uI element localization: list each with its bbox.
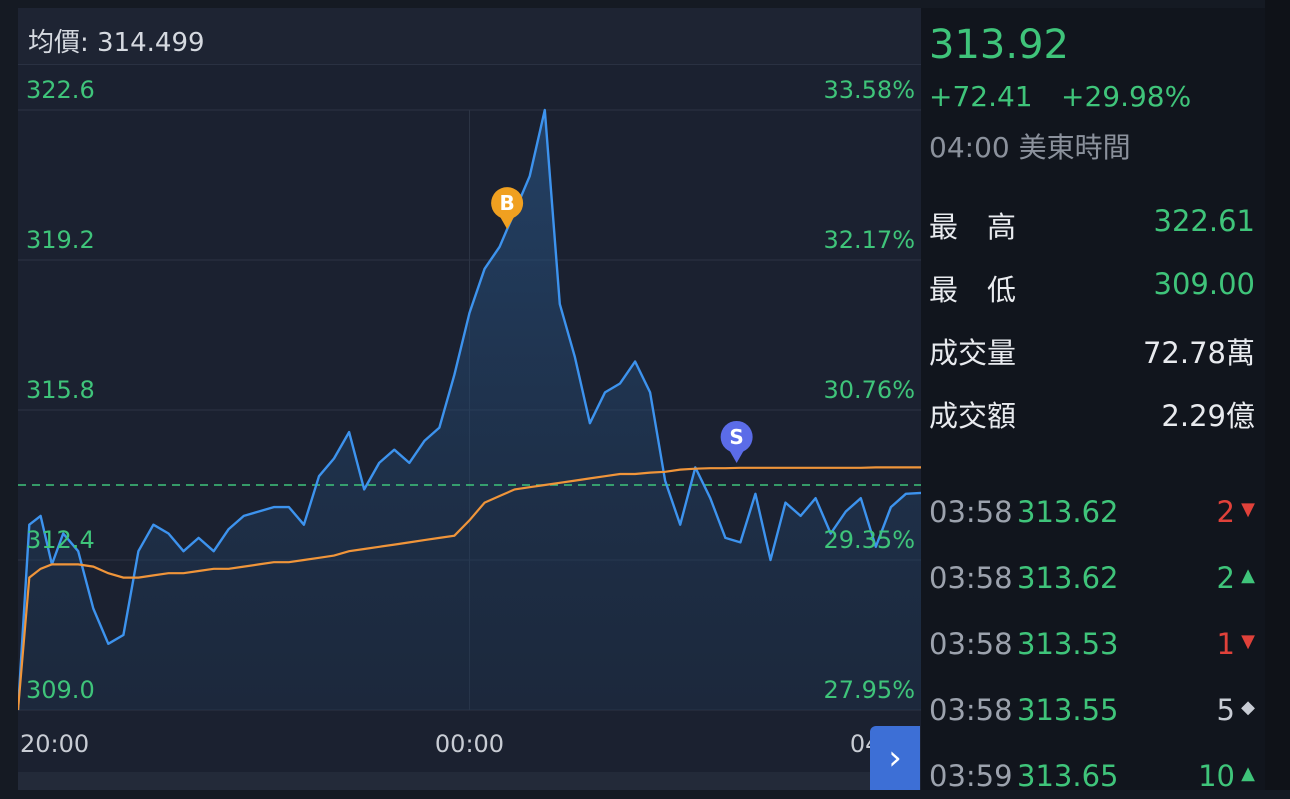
y-tick-label-right: 32.17% <box>823 226 915 254</box>
y-tick-label-right: 27.95% <box>823 676 915 704</box>
tick-time: 03:59 <box>929 759 1013 793</box>
trade-marker-s <box>720 420 753 453</box>
tick-price: 313.53 <box>1017 627 1119 661</box>
y-tick-label-right: 33.58% <box>823 76 915 104</box>
tick-direction-icon: ▼ <box>1241 499 1255 520</box>
stat-value: 322.61 <box>1153 204 1255 238</box>
tick-row: 03:58 313.62 2 ▲ <box>929 561 1255 601</box>
trade-marker-label: S <box>729 425 743 449</box>
tick-price: 313.65 <box>1017 759 1119 793</box>
tick-qty: 5 <box>1216 693 1235 727</box>
tick-row: 03:59 313.65 10 ▲ <box>929 759 1255 799</box>
quote-sidebar: 313.92 +72.41 +29.98% 04:00 美東時間 最 高 322… <box>921 8 1265 793</box>
chart-panel: 均價: 314.499 322.6 33.58% 319.2 32.17% 315.8 3… <box>18 8 921 790</box>
tick-price: 313.62 <box>1017 495 1119 529</box>
stat-label: 最 低 <box>929 273 1017 307</box>
avg-price-label: 均價: 314.499 <box>28 28 205 58</box>
stat-volume: 成交量 72.78萬 <box>929 330 1255 370</box>
tick-price: 313.62 <box>1017 561 1119 595</box>
stat-turnover: 成交額 2.29億 <box>929 393 1255 433</box>
time-zone-label: 04:00 美東時間 <box>929 131 1131 164</box>
stat-value: 309.00 <box>1153 267 1255 301</box>
tick-time: 03:58 <box>929 627 1013 661</box>
y-tick-label-left: 312.4 <box>26 526 95 554</box>
price-area-fill <box>18 110 921 710</box>
stat-low: 最 低 309.00 <box>929 267 1255 307</box>
tick-direction-icon: ◆ <box>1241 697 1255 718</box>
tick-direction-icon: ▲ <box>1241 565 1255 586</box>
tick-time: 03:58 <box>929 693 1013 727</box>
trade-marker-pin <box>499 215 516 230</box>
x-tick-label: 20:00 <box>20 730 89 758</box>
stat-label: 最 高 <box>929 210 1017 244</box>
y-tick-label-left: 309.0 <box>26 676 95 704</box>
y-tick-label-left: 319.2 <box>26 226 95 254</box>
screen-edge <box>1265 0 1290 790</box>
bottom-tab-strip <box>18 772 870 790</box>
y-tick-label-left: 322.6 <box>26 76 95 104</box>
tick-qty: 2 <box>1216 561 1235 595</box>
tick-row: 03:58 313.55 5 ◆ <box>929 693 1255 733</box>
stat-value: 72.78萬 <box>1142 336 1255 370</box>
trade-marker-b <box>491 187 524 220</box>
y-tick-label-right: 29.35% <box>823 526 915 554</box>
tick-price: 313.55 <box>1017 693 1119 727</box>
avg-price-line <box>18 466 921 711</box>
tick-qty: 1 <box>1216 627 1235 661</box>
price-change-percent: +29.98% <box>1061 80 1192 113</box>
avg-price-header: 均價: 314.499 <box>18 8 921 65</box>
price-chart[interactable]: 322.6 33.58% 319.2 32.17% 315.8 30.76% 312.4 29… <box>18 8 921 790</box>
trade-marker-label: B <box>500 191 515 215</box>
tick-direction-icon: ▲ <box>1241 763 1255 784</box>
tick-qty: 10 <box>1198 759 1235 793</box>
y-tick-label-right: 30.76% <box>823 376 915 404</box>
tick-direction-icon: ▼ <box>1241 631 1255 652</box>
expand-chevron-button[interactable]: › <box>870 726 920 790</box>
tick-time: 03:58 <box>929 561 1013 595</box>
stat-high: 最 高 322.61 <box>929 204 1255 244</box>
stat-label: 成交額 <box>929 399 1017 433</box>
stat-value: 2.29億 <box>1161 399 1255 433</box>
last-price: 313.92 <box>929 22 1069 68</box>
tick-qty: 2 <box>1216 495 1235 529</box>
tick-row: 03:58 313.53 1 ▼ <box>929 627 1255 667</box>
x-tick-label: 00:00 <box>435 730 504 758</box>
tick-time: 03:58 <box>929 495 1013 529</box>
tick-row: 03:58 313.62 2 ▼ <box>929 495 1255 535</box>
y-tick-label-left: 315.8 <box>26 376 95 404</box>
price-change: +72.41 <box>929 80 1033 113</box>
stat-label: 成交量 <box>929 336 1017 370</box>
price-line <box>18 108 921 711</box>
trade-marker-pin <box>728 448 745 463</box>
